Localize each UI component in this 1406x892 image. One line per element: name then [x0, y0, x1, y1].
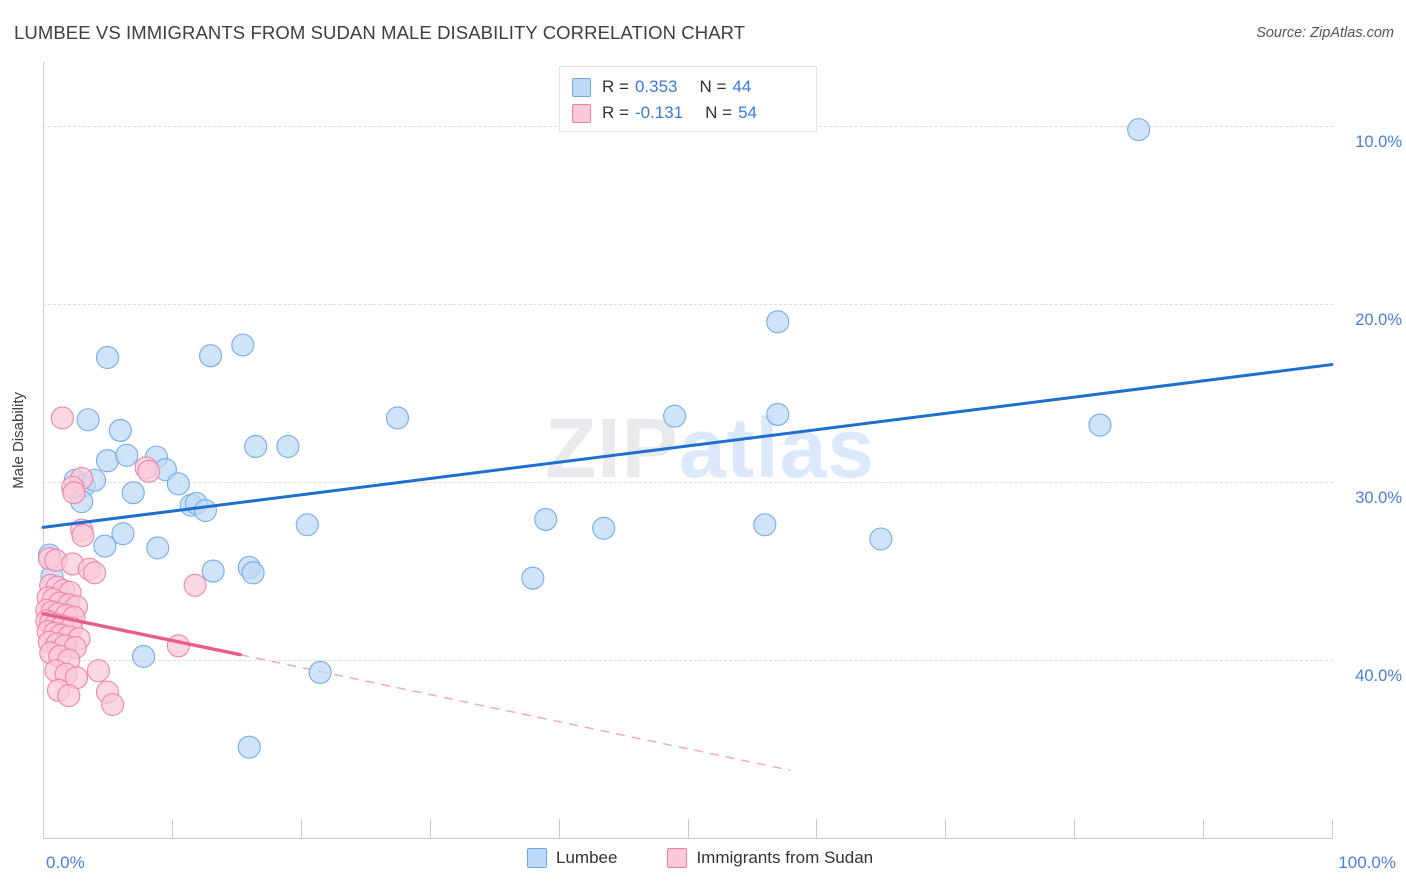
x-axis-line [43, 838, 1333, 839]
gridline-30 [43, 304, 1333, 306]
stats-row-sudan: R = -0.131 N = 54 [572, 100, 757, 126]
legend-item-sudan[interactable]: Immigrants from Sudan [667, 848, 873, 868]
data-point[interactable] [766, 310, 790, 334]
r-value-lumbee: 0.353 [634, 77, 678, 96]
correlation-stats-legend: R = 0.353 N = 44 R = -0.131 N = 54 [559, 66, 817, 132]
x-tick-90 [1203, 819, 1205, 838]
data-point[interactable] [121, 481, 145, 505]
data-point[interactable] [241, 561, 265, 585]
data-point[interactable] [166, 472, 190, 496]
data-point[interactable] [86, 659, 110, 683]
x-tick-10 [171, 819, 173, 838]
data-point[interactable] [385, 406, 410, 430]
data-point[interactable] [869, 527, 893, 551]
data-point[interactable] [295, 513, 319, 537]
data-point[interactable] [534, 507, 558, 531]
data-point[interactable] [101, 692, 125, 717]
trendline-dashed-immigrants-from-sudan [240, 653, 791, 772]
r-value-sudan: -0.131 [634, 103, 684, 122]
data-point[interactable] [71, 523, 95, 547]
stats-row-lumbee: R = 0.353 N = 44 [572, 74, 751, 100]
x-tick-30 [429, 819, 431, 838]
data-point[interactable] [244, 434, 268, 458]
data-point[interactable] [1088, 413, 1112, 437]
data-point[interactable] [131, 644, 156, 669]
y-tick-label-10: 40.0% [1355, 667, 1402, 686]
series-lumbee [37, 118, 1151, 759]
n-value-lumbee: 44 [732, 77, 752, 96]
data-point[interactable] [276, 434, 300, 458]
x-tick-80 [1074, 819, 1076, 838]
r-label-lumbee: R = [602, 77, 629, 96]
data-point[interactable] [93, 534, 117, 558]
data-point[interactable] [753, 513, 777, 537]
n-label-sudan: N = [705, 103, 733, 122]
data-point[interactable] [95, 449, 119, 473]
r-label-sudan: R = [602, 103, 629, 122]
data-point[interactable] [76, 408, 100, 432]
data-point[interactable] [95, 345, 119, 369]
data-point[interactable] [1127, 118, 1151, 142]
legend-label-sudan: Immigrants from Sudan [696, 848, 874, 867]
y-axis-line [43, 62, 44, 839]
data-point[interactable] [766, 402, 790, 426]
data-point[interactable] [83, 561, 107, 585]
source-attribution: Source: ZipAtlas.com [1256, 25, 1394, 41]
gridline-10 [43, 660, 1333, 662]
data-point[interactable] [521, 566, 545, 590]
data-point[interactable] [193, 498, 217, 523]
x-tick-40 [558, 819, 560, 838]
data-point[interactable] [62, 481, 86, 505]
y-tick-label-30: 20.0% [1355, 311, 1402, 330]
data-point[interactable] [592, 516, 616, 540]
data-point[interactable] [199, 344, 223, 368]
trendline-immigrants-from-sudan [41, 612, 242, 657]
x-tick-70 [945, 819, 947, 838]
y-tick-label-20: 30.0% [1355, 489, 1402, 508]
legend-color-box-lumbee [527, 848, 547, 868]
x-tick-50 [687, 819, 689, 838]
legend-swatch-lumbee [572, 77, 591, 97]
data-point[interactable] [166, 634, 190, 658]
legend-color-box-sudan [667, 848, 688, 868]
legend-label-lumbee: Lumbee [556, 848, 618, 867]
data-point[interactable] [50, 406, 74, 430]
data-point[interactable] [183, 573, 207, 597]
data-point[interactable] [108, 418, 132, 442]
n-value-sudan: 54 [738, 103, 757, 122]
gridline-20 [43, 482, 1333, 484]
data-point[interactable] [231, 333, 255, 357]
x-tick-60 [816, 819, 818, 838]
x-axis-max-label: 100.0% [1338, 853, 1396, 872]
page-title: LUMBEE VS IMMIGRANTS FROM SUDAN MALE DIS… [14, 22, 746, 43]
legend-swatch-sudan [572, 103, 591, 123]
x-tick-20 [300, 819, 302, 838]
data-point[interactable] [663, 404, 687, 428]
data-point[interactable] [111, 522, 135, 546]
y-tick-label-40: 10.0% [1355, 133, 1402, 152]
data-point[interactable] [115, 443, 139, 467]
data-point[interactable] [308, 660, 332, 685]
x-axis-min-label: 0.0% [46, 853, 85, 872]
data-point[interactable] [146, 536, 170, 560]
legend-item-lumbee[interactable]: Lumbee [527, 848, 617, 868]
trendline-lumbee [41, 363, 1334, 529]
data-point[interactable] [201, 559, 225, 583]
data-point[interactable] [137, 459, 161, 483]
x-tick-100 [1332, 819, 1333, 838]
series-legend: Lumbee Immigrants from Sudan [527, 848, 873, 868]
n-label-lumbee: N = [699, 77, 727, 96]
data-point[interactable] [57, 684, 81, 708]
data-point[interactable] [237, 735, 261, 759]
